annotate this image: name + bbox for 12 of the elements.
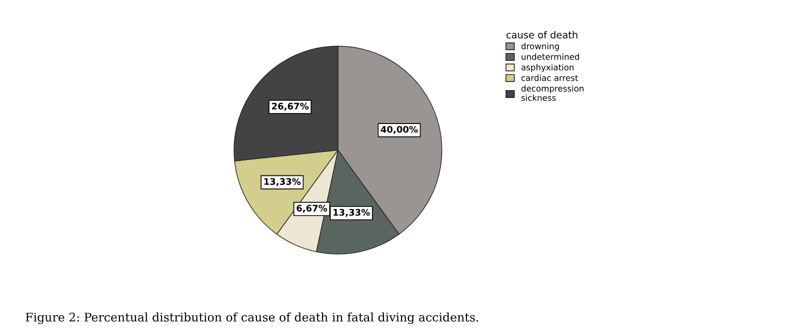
data-label: 26,67% [272, 102, 309, 111]
legend-label: undetermined [522, 53, 580, 60]
legend-label: drowning [521, 42, 559, 51]
data-label: 40,00% [380, 126, 418, 134]
data-label: 13,33% [264, 178, 301, 186]
legend-label: asphyxiation [521, 64, 574, 72]
caption: Figure 2: Percentual distribution of cause of death in fatal diving accidents. [26, 312, 478, 324]
legend-title: cause of death [506, 30, 578, 38]
legend-label: decompression sickness [521, 85, 584, 101]
legend-label: cardiac arrest [521, 74, 578, 82]
data-label: 6,67% [296, 204, 328, 213]
data-label: 13,33% [334, 208, 370, 217]
